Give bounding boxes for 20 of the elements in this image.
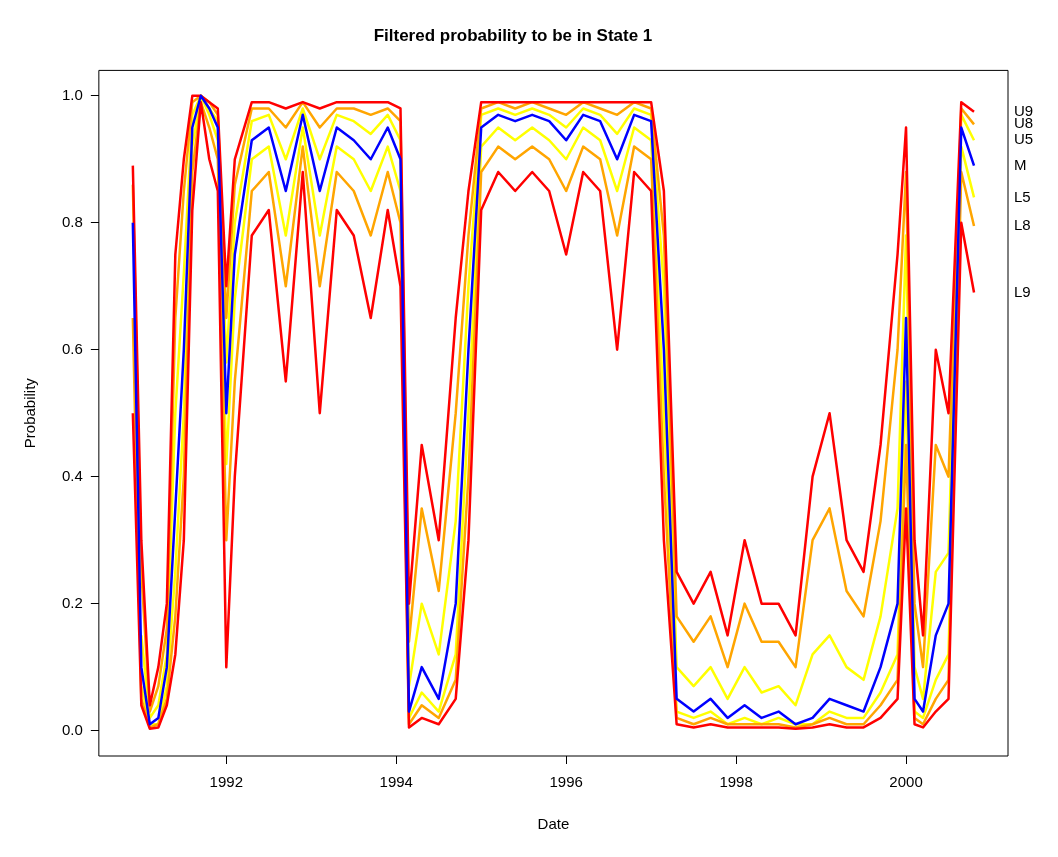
text: U9 [1014, 101, 1034, 119]
text: U5 [1014, 130, 1034, 148]
y-axis-title: Probability [21, 377, 39, 449]
y-tick-label: 0.2 [61, 593, 83, 611]
x-tick-label: 1996 [549, 773, 583, 791]
text: L8 [1014, 216, 1031, 234]
y-tick-label: 0.6 [61, 339, 83, 357]
x-tick-label: 1998 [719, 773, 753, 791]
x-axis-title: Date [537, 815, 570, 833]
x-tick-label: 1994 [379, 773, 413, 791]
x-tick-label: 1992 [209, 773, 243, 791]
y-tick-label: 0.8 [61, 212, 83, 230]
x-tick-label: 2000 [889, 773, 923, 791]
y-tick-label: 1.0 [61, 85, 83, 103]
text: L9 [1014, 282, 1031, 300]
y-tick-label: 0.0 [61, 720, 83, 738]
text: M [1014, 155, 1027, 173]
text: L5 [1014, 187, 1031, 205]
y-tick-label: 0.4 [61, 466, 83, 484]
chart-title: Filtered probability to be in State 1 [373, 25, 653, 45]
